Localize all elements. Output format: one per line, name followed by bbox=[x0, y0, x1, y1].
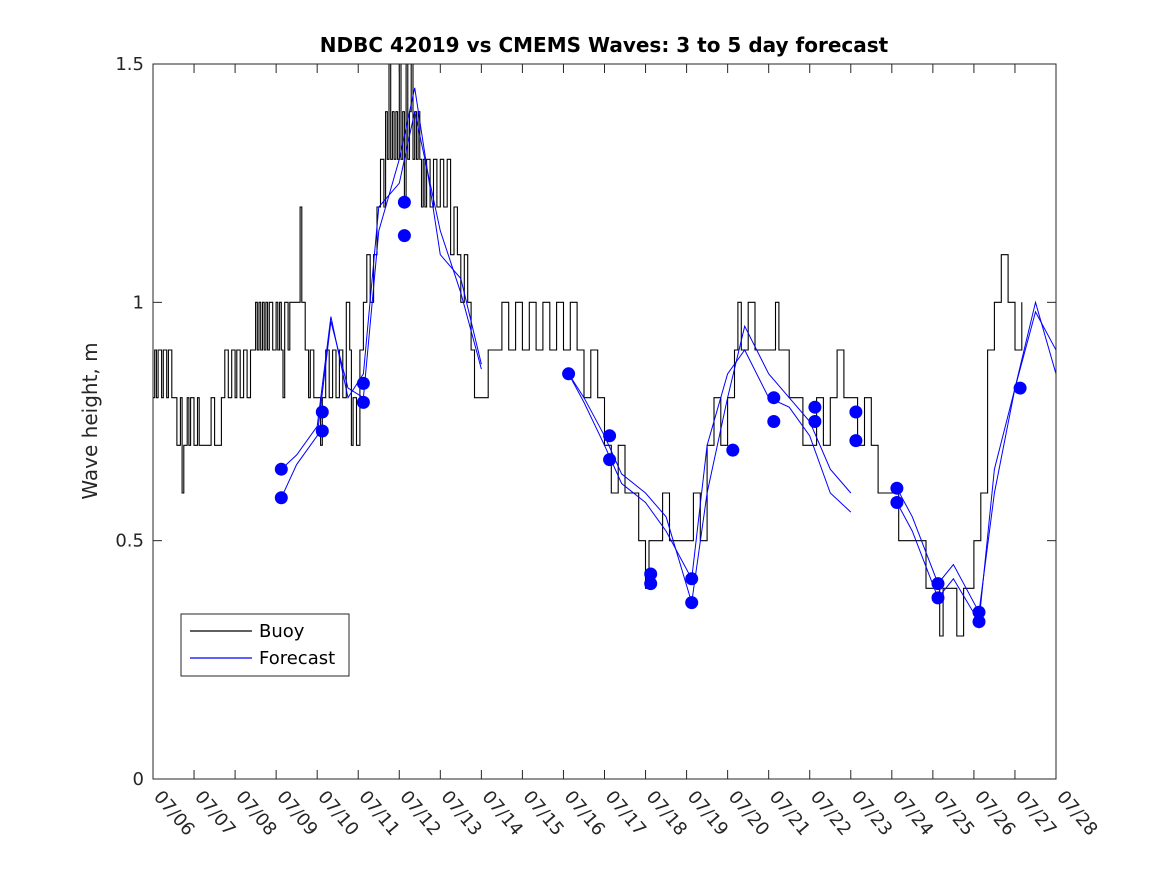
forecast-point-23 bbox=[890, 481, 904, 495]
y-tick-label-3: 1 bbox=[133, 292, 144, 313]
forecast-point-8 bbox=[397, 229, 411, 243]
plot-area bbox=[153, 64, 1056, 637]
forecast-point-26 bbox=[931, 591, 945, 605]
forecast-point-3 bbox=[315, 405, 329, 419]
forecast-point-20 bbox=[808, 415, 822, 428]
forecast-point-19 bbox=[808, 400, 822, 414]
forecast-point-4 bbox=[315, 424, 329, 438]
y-tick-label-1: 0 bbox=[133, 769, 144, 790]
forecast-point-14 bbox=[685, 572, 699, 586]
forecast-point-9 bbox=[562, 367, 576, 381]
legend-box bbox=[180, 613, 350, 677]
legend-label-1: Buoy bbox=[259, 621, 305, 642]
buoy-line bbox=[153, 64, 1023, 637]
forecast-point-11 bbox=[603, 453, 617, 467]
y-axis-label: Wave height, m bbox=[78, 342, 102, 499]
forecast-point-13 bbox=[644, 577, 658, 591]
forecast-point-6 bbox=[356, 395, 370, 409]
y-tick-label-4: 1.5 bbox=[115, 54, 144, 75]
forecast-point-2 bbox=[274, 491, 288, 505]
forecast-line-3 bbox=[568, 324, 852, 603]
forecast-point-10 bbox=[603, 429, 617, 443]
forecast-point-29 bbox=[1013, 381, 1027, 395]
forecast-point-16 bbox=[726, 443, 740, 457]
forecast-point-18 bbox=[767, 415, 781, 428]
forecast-point-7 bbox=[397, 195, 411, 209]
forecast-point-12 bbox=[644, 567, 658, 581]
forecast-point-28 bbox=[972, 615, 986, 629]
legend: Buoy Forecast bbox=[180, 613, 350, 677]
plot-content bbox=[153, 64, 1056, 637]
forecast-point-21 bbox=[849, 405, 863, 419]
forecast-point-24 bbox=[890, 496, 904, 509]
forecast-point-17 bbox=[767, 391, 781, 405]
forecast-point-25 bbox=[931, 577, 945, 591]
forecast-line-1 bbox=[280, 111, 482, 470]
forecast-point-15 bbox=[685, 596, 699, 610]
chart-title: NDBC 42019 vs CMEMS Waves: 3 to 5 day fo… bbox=[320, 33, 889, 57]
forecast-point-22 bbox=[849, 434, 863, 448]
y-tick-label-2: 0.5 bbox=[115, 531, 144, 552]
legend-label-2: Forecast bbox=[259, 648, 335, 669]
forecast-line-2 bbox=[280, 87, 482, 499]
forecast-point-1 bbox=[274, 462, 288, 476]
forecast-point-5 bbox=[356, 376, 370, 390]
forecast-point-27 bbox=[972, 605, 986, 619]
